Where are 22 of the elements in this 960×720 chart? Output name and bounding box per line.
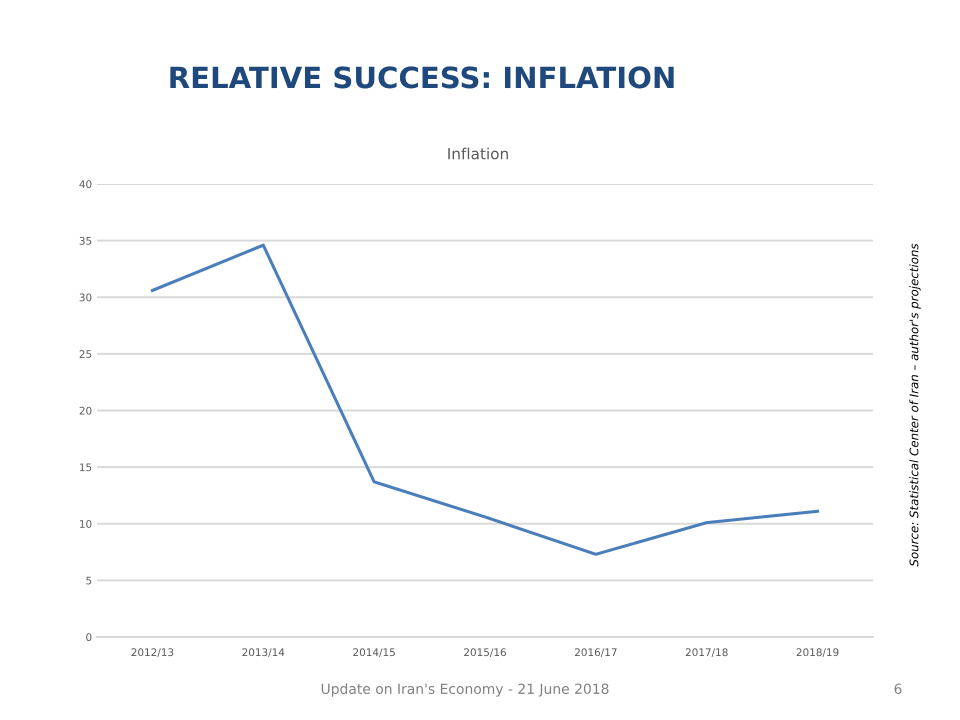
y-tick-label: 30 xyxy=(80,293,92,302)
x-tick-label: 2017/18 xyxy=(686,648,728,657)
y-tick-label: 0 xyxy=(86,633,92,642)
chart-subtitle: Inflation xyxy=(448,148,508,160)
text: Update on Iran's Economy - 21 June 2018 xyxy=(322,683,609,697)
text: 6 xyxy=(894,684,902,694)
line-series xyxy=(150,244,820,556)
y-tick-label: 40 xyxy=(79,180,92,188)
y-tick-label: 10 xyxy=(80,520,92,528)
x-tick-label: 2018/19 xyxy=(796,648,838,657)
y-tick-label: 15 xyxy=(80,463,92,472)
source-note: Source: Statistical Center of Iran – author's projections xyxy=(909,244,921,566)
x-tick-label: 2013/14 xyxy=(242,648,284,657)
y-tick-label: 25 xyxy=(80,350,92,358)
x-tick-label: 2012/13 xyxy=(132,648,174,657)
y-tick-label: 20 xyxy=(80,406,92,415)
y-tick-label: 5 xyxy=(86,576,92,584)
x-tick-label: 2016/17 xyxy=(574,648,617,657)
y-tick-label: 35 xyxy=(80,236,92,245)
x-tick-label: 2015/16 xyxy=(464,648,506,657)
chart-title: RELATIVE SUCCESS: INFLATION xyxy=(170,66,674,88)
x-tick-label: 2014/15 xyxy=(353,648,395,657)
